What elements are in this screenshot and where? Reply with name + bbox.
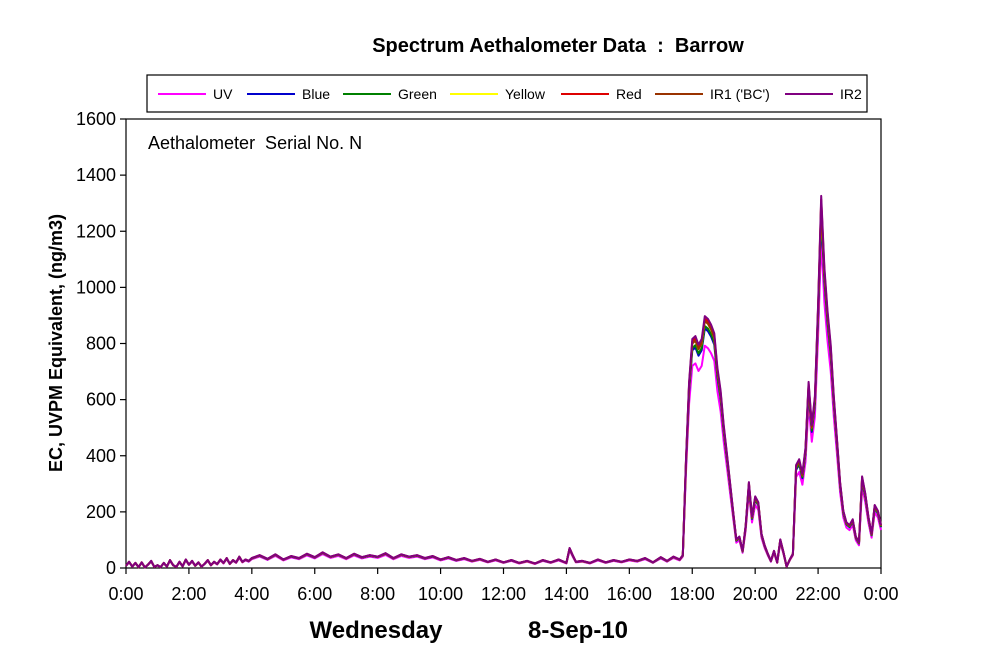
x-tick-label: 2:00 [171,584,206,604]
legend-label: Green [398,86,437,102]
y-axis: 0 200 400 600 800 1000 1200 1400 1600 [76,109,126,578]
x-axis-label-day: Wednesday [310,617,444,644]
legend-label: IR2 [840,86,862,102]
y-tick-label: 800 [86,334,116,354]
y-tick-label: 600 [86,390,116,410]
y-tick-label: 400 [86,446,116,466]
legend-label: IR1 ('BC') [710,86,770,102]
y-tick-label: 1600 [76,109,116,129]
y-tick-label: 1400 [76,165,116,185]
x-tick-label: 16:00 [607,584,652,604]
x-axis: 0:00 2:00 4:00 6:00 8:00 10:00 12:00 14:00 16:00… [108,568,899,604]
series-lines [125,194,882,569]
x-tick-label: 18:00 [670,584,715,604]
y-tick-label: 1200 [76,221,116,241]
x-tick-label: 4:00 [234,584,269,604]
legend-label: Red [616,86,642,102]
legend-label: UV [213,86,233,102]
y-tick-label: 0 [106,558,116,578]
x-axis-label-date: 8-Sep-10 [528,617,628,644]
plot-area [125,118,882,569]
legend-label: Yellow [505,86,546,102]
x-tick-label: 0:00 [863,584,898,604]
chart-annotation: Aethalometer Serial No. N [148,133,362,153]
x-tick-label: 0:00 [108,584,143,604]
y-tick-label: 200 [86,502,116,522]
series-line-ir2 [125,194,882,569]
x-tick-label: 22:00 [796,584,841,604]
x-tick-label: 20:00 [733,584,778,604]
x-tick-label: 6:00 [297,584,332,604]
legend: UV Blue Green Yellow Red IR1 ('BC') IR2 [158,86,862,102]
chart-title: Spectrum Aethalometer Data : Barrow [372,35,744,57]
x-tick-label: 8:00 [360,584,395,604]
y-tick-label: 1000 [76,277,116,297]
legend-label: Blue [302,86,330,102]
y-axis-label: EC, UVPM Equivalent, (ng/m3) [46,214,66,472]
x-tick-label: 12:00 [481,584,526,604]
x-tick-label: 10:00 [418,584,463,604]
x-tick-label: 14:00 [544,584,589,604]
